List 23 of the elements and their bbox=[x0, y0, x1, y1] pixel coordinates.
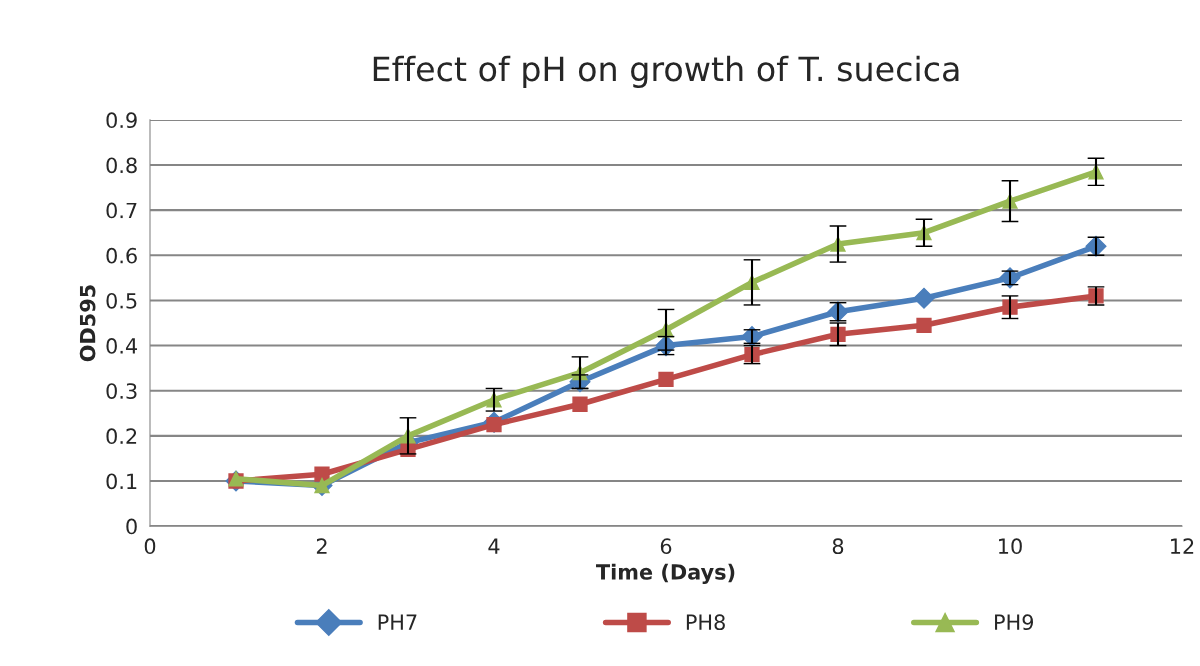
legend-label: PH8 bbox=[686, 614, 725, 631]
y-tick-label: 0.1 bbox=[106, 473, 137, 490]
y-tick-label: 0.8 bbox=[106, 157, 137, 174]
x-tick-label: 0 bbox=[144, 538, 156, 555]
chart-title: Effect of pH on growth of T. suecica bbox=[373, 55, 959, 88]
y-tick-label: 0.2 bbox=[106, 428, 137, 445]
y-tick-label: 0.5 bbox=[106, 292, 137, 309]
y-tick-label: 0.3 bbox=[106, 383, 137, 399]
x-tick-label: 2 bbox=[316, 538, 327, 554]
y-axis-title: OD595 bbox=[79, 285, 96, 362]
x-tick-label: 4 bbox=[488, 538, 500, 554]
x-tick-label: 12 bbox=[1171, 538, 1194, 554]
x-tick-label: 10 bbox=[999, 538, 1022, 555]
legend-label: PH9 bbox=[995, 614, 1034, 631]
y-tick-label: 0.7 bbox=[106, 202, 137, 219]
y-tick-label: 0.9 bbox=[106, 112, 137, 129]
x-tick-label: 8 bbox=[832, 538, 844, 555]
x-tick-label: 6 bbox=[660, 538, 672, 555]
y-tick-label: 0.6 bbox=[106, 247, 137, 264]
x-axis-title: Time (Days) bbox=[596, 563, 735, 584]
legend-label: PH7 bbox=[378, 614, 417, 630]
y-tick-label: 0.4 bbox=[106, 338, 138, 354]
y-tick-label: 0 bbox=[126, 518, 137, 535]
